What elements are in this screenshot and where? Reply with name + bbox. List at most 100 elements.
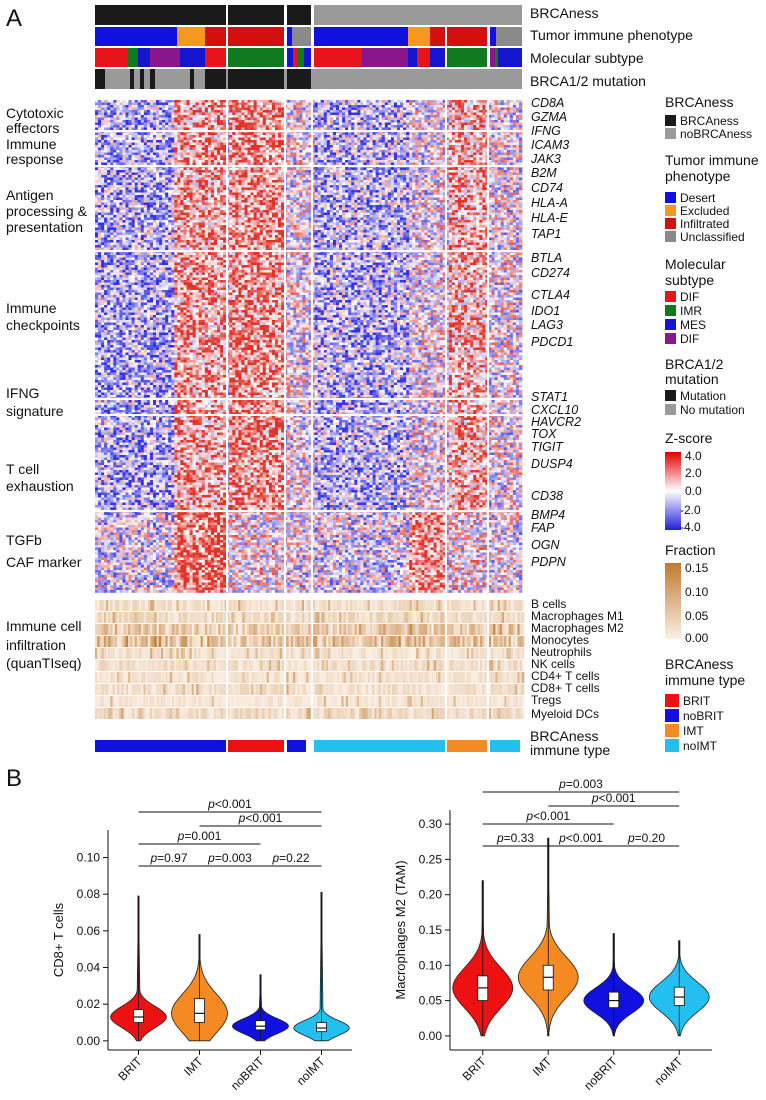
legend-swatch-imr	[665, 305, 676, 316]
mutation-mark	[140, 69, 144, 89]
legend-title-subtype: Molecular subtype	[665, 256, 726, 288]
group-label-tgfb: TGFb CAF marker	[6, 532, 82, 570]
group-label-checkpoints: Immune checkpoints	[6, 300, 80, 333]
immune-type-segment	[447, 740, 487, 752]
track-phenotype	[447, 27, 487, 46]
track-subtype	[490, 48, 495, 67]
immune-type-segment	[95, 740, 226, 752]
track-subtype	[293, 48, 297, 67]
track-phenotype	[292, 27, 311, 46]
quant-col-separator	[226, 600, 228, 720]
gene-label: CD74	[531, 181, 563, 195]
gene-label: CXCL10	[531, 403, 578, 417]
heatmap-col-separator	[445, 100, 447, 592]
cell-type-label: Tregs	[531, 693, 561, 707]
x-tick-label: IMT	[181, 1054, 206, 1079]
p-value-label: p=0.003	[207, 851, 252, 865]
legend-swatch-imt	[665, 724, 679, 737]
y-tick-label: 0.00	[419, 1029, 443, 1043]
annotation-track-labels: BRCAness Tumor immune phenotype Molecula…	[530, 5, 693, 89]
legend-swatch-brcaness	[665, 115, 676, 126]
track-brcaness	[287, 5, 311, 25]
track-subtype	[228, 48, 284, 67]
legend-item: IMT	[683, 724, 704, 738]
track-subtype	[495, 48, 498, 67]
mutation-mark	[287, 69, 311, 89]
gene-label: TIGIT	[531, 440, 564, 454]
heatmap-col-separator	[311, 100, 313, 592]
y-tick-label: 0.25	[419, 852, 443, 866]
legend-swatch-brit	[665, 694, 679, 707]
legend-swatch-dif	[665, 291, 676, 302]
immune-type-segment	[314, 740, 445, 752]
legend-title-phenotype: Tumor immune phenotype	[665, 152, 759, 184]
legend-title-fraction: Fraction	[665, 542, 716, 558]
track-label-brcaness: BRCAness	[530, 5, 598, 21]
legend-swatch-nobrcaness	[665, 128, 676, 139]
heatmap-row-separator	[95, 130, 522, 132]
track-phenotype	[95, 27, 177, 46]
x-tick-label: noIMT	[294, 1054, 328, 1088]
gene-label: HLA-A	[531, 196, 568, 210]
y-tick-label: 0.10	[77, 851, 101, 865]
gene-label: HLA-E	[531, 211, 568, 225]
legend-swatch-unclassified	[665, 231, 676, 242]
cell-type-label: CD4+ T cells	[531, 669, 600, 683]
track-phenotype	[205, 27, 226, 46]
x-tick-label: BRIT	[115, 1054, 145, 1084]
y-tick-label: 0.02	[77, 997, 101, 1011]
quant-col-separator	[284, 600, 286, 720]
legend-swatch-desert	[665, 192, 676, 203]
heatmap-row-separator	[95, 510, 522, 512]
group-label-immune-response: Immune response	[6, 136, 64, 167]
fraction-tick: 0.05	[685, 609, 709, 623]
track-subtype	[150, 48, 180, 67]
legend-item: IMR	[680, 304, 702, 318]
track-phenotype	[430, 27, 445, 46]
legend-item: MES	[680, 318, 706, 332]
gene-label: BTLA	[531, 251, 562, 265]
x-tick-label: noIMT	[651, 1054, 685, 1088]
gene-label: STAT1	[531, 390, 568, 404]
cell-type-label: CD8+ T cells	[531, 681, 600, 695]
gene-label: IDO1	[531, 304, 560, 318]
track-subtype	[297, 48, 304, 67]
heatmap-col-separator	[487, 100, 489, 592]
group-label-antigen: Antigen processing & presentation	[6, 187, 88, 235]
legend-item: Mutation	[680, 389, 726, 403]
heatmap-row-separator	[95, 250, 522, 252]
heatmap-col-separator	[226, 100, 228, 592]
panel-label-a: A	[6, 5, 22, 32]
legend-swatch-infiltrated	[665, 218, 676, 229]
legend-title-mutation: BRCA1/2 mutation	[665, 356, 724, 387]
zscore-tick: -4.0	[680, 520, 701, 534]
track-subtype	[138, 48, 150, 67]
p-value-label: p=0.97	[149, 851, 187, 865]
legend-item: Excluded	[680, 204, 729, 218]
heatmap-col-separator	[284, 100, 286, 592]
mutation-mark	[190, 69, 194, 89]
legend-title-zscore: Z-score	[665, 430, 713, 446]
heatmap-row-separator	[95, 414, 522, 416]
gene-label: TOX	[531, 427, 557, 441]
violin-plot-m2: 0.00 0.05 0.10 0.15 0.20 0.25 0.30 Macrophages …	[393, 777, 712, 1093]
group-label-cytotoxic: Cytotoxic effectors	[6, 105, 64, 136]
legend-item: BRCAness	[680, 114, 739, 128]
y-tick-label: 0.20	[419, 888, 443, 902]
p-value-label: p=0.22	[271, 851, 309, 865]
heatmap-row-separator	[95, 398, 522, 400]
legend-swatch-mutation	[665, 390, 676, 401]
zscore-tick: -2.0	[680, 503, 701, 517]
track-subtype	[362, 48, 408, 67]
x-tick-label: IMT	[530, 1054, 555, 1079]
gene-label: OGN	[531, 538, 560, 552]
gene-label: CTLA4	[531, 288, 570, 302]
x-tick-label: BRIT	[460, 1054, 490, 1084]
box-imt	[194, 998, 205, 1023]
track-phenotype	[496, 27, 522, 46]
y-tick-label: 0.10	[419, 958, 443, 972]
y-tick-label: 0.15	[419, 923, 443, 937]
gene-labels: CD8A GZMA IFNG ICAM3 JAK3 B2M CD74 HLA-A…	[530, 96, 581, 569]
box-noimt	[673, 986, 685, 1006]
legend-swatch-excluded	[665, 205, 676, 216]
